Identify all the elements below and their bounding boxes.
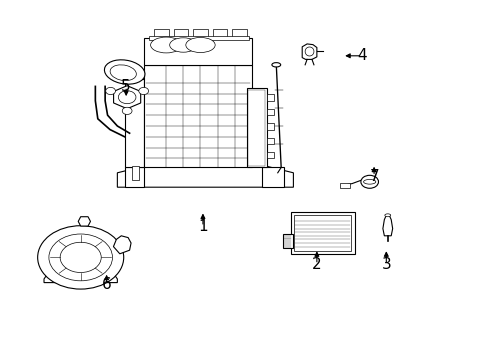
Circle shape [38, 226, 123, 289]
Polygon shape [44, 275, 117, 283]
Bar [282, 234, 293, 248]
Bar [154, 29, 168, 38]
Ellipse shape [169, 38, 197, 52]
Bar [144, 38, 251, 65]
Bar [266, 138, 273, 144]
Bar [266, 152, 273, 158]
Circle shape [360, 175, 378, 188]
Ellipse shape [150, 37, 182, 53]
Polygon shape [113, 236, 131, 254]
Circle shape [49, 234, 112, 281]
Bar [290, 212, 354, 254]
Polygon shape [302, 44, 316, 59]
Text: 6: 6 [102, 277, 111, 292]
Ellipse shape [104, 60, 144, 84]
Bar [212, 29, 227, 38]
Bar [294, 215, 350, 251]
Bar [173, 29, 188, 38]
Polygon shape [124, 79, 144, 167]
Ellipse shape [271, 63, 280, 67]
Polygon shape [78, 217, 90, 226]
Bar [149, 36, 249, 40]
Bar [193, 29, 207, 38]
Bar [124, 167, 144, 187]
Text: 7: 7 [368, 169, 378, 184]
Ellipse shape [305, 47, 313, 56]
Bar [266, 109, 273, 115]
Bar [232, 29, 246, 38]
Bar [248, 90, 264, 166]
Ellipse shape [185, 37, 215, 53]
Polygon shape [144, 65, 251, 167]
Circle shape [122, 107, 132, 114]
Polygon shape [117, 166, 293, 187]
Bar [246, 88, 266, 167]
Ellipse shape [363, 180, 375, 184]
Circle shape [60, 242, 101, 273]
Ellipse shape [384, 214, 390, 217]
Circle shape [118, 91, 136, 104]
Text: 4: 4 [356, 48, 366, 63]
Bar [339, 183, 349, 188]
Circle shape [139, 87, 148, 95]
Bar [132, 166, 139, 180]
Text: 1: 1 [198, 219, 207, 234]
Bar [261, 167, 283, 187]
Polygon shape [113, 86, 141, 109]
Text: 5: 5 [121, 79, 131, 94]
Text: 3: 3 [381, 257, 390, 272]
Text: 2: 2 [311, 257, 321, 272]
Ellipse shape [110, 65, 136, 81]
Polygon shape [382, 215, 392, 236]
Bar [266, 94, 273, 101]
Bar [266, 123, 273, 130]
Circle shape [105, 87, 115, 95]
